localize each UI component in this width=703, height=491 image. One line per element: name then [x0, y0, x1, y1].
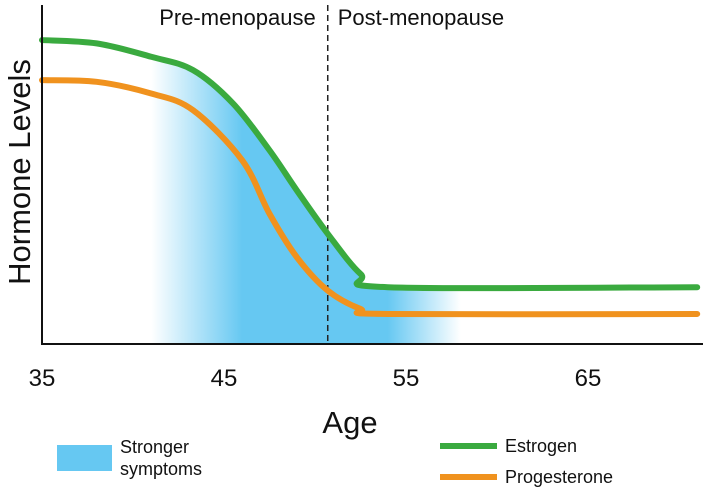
legend-label-estrogen: Estrogen	[505, 436, 577, 456]
x-tick-label: 45	[211, 365, 238, 392]
series-line-progesterone	[39, 77, 701, 318]
x-tick-label: 35	[29, 365, 56, 392]
series-line-estrogen	[39, 37, 701, 292]
x-axis-label: Age	[322, 405, 377, 440]
stronger-symptoms-region	[42, 40, 698, 345]
pre-menopause-label: Pre-menopause	[159, 5, 316, 30]
x-tick-label: 55	[393, 365, 420, 392]
legend-swatch-stronger-symptoms	[57, 445, 112, 471]
x-tick-label: 65	[575, 365, 602, 392]
legend-label-stronger-symptoms: Stronger symptoms	[120, 437, 202, 479]
post-menopause-label: Post-menopause	[338, 5, 504, 30]
legend-label-progesterone: Progesterone	[505, 467, 613, 487]
y-axis-label: Hormone Levels	[2, 59, 37, 285]
legend: Stronger symptoms Estrogen Progesterone	[57, 436, 613, 487]
